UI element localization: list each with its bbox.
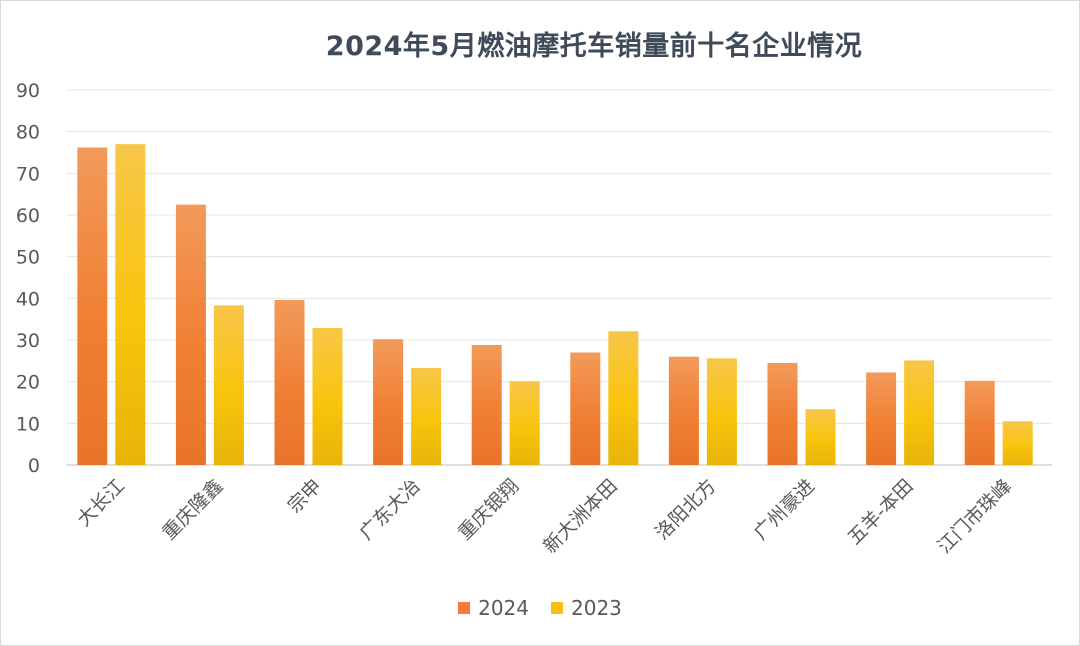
bar-2023-8 bbox=[904, 360, 935, 465]
y-tick-label: 0 bbox=[28, 455, 40, 477]
legend-label-2024: 2024 bbox=[478, 596, 529, 620]
bar-2023-9 bbox=[1002, 421, 1033, 465]
y-tick-label: 20 bbox=[16, 372, 40, 394]
legend-item-2024: 2024 bbox=[458, 596, 529, 620]
bar-2023-5 bbox=[608, 331, 639, 465]
bar-2024-8 bbox=[866, 372, 897, 465]
legend-item-2023: 2023 bbox=[551, 596, 622, 620]
bar-2023-3 bbox=[411, 367, 442, 465]
y-tick-label: 50 bbox=[16, 247, 40, 269]
bar-2024-0 bbox=[77, 147, 108, 465]
bar-2024-6 bbox=[668, 356, 699, 465]
chart-title: 2024年5月燃油摩托车销量前十名企业情况 bbox=[325, 31, 863, 62]
bar-2023-4 bbox=[509, 381, 540, 465]
bar-2023-0 bbox=[115, 144, 146, 465]
x-tick-label: 五羊-本田 bbox=[843, 475, 917, 549]
legend-label-2023: 2023 bbox=[571, 596, 622, 620]
y-tick-label: 90 bbox=[16, 80, 40, 102]
bar-2023-6 bbox=[706, 358, 737, 465]
x-tick-label: 洛阳北方 bbox=[651, 475, 720, 544]
y-tick-label: 30 bbox=[16, 330, 40, 352]
x-tick-label: 宗申 bbox=[284, 475, 326, 517]
bar-2023-1 bbox=[213, 305, 244, 465]
bar-2024-2 bbox=[274, 300, 305, 465]
x-tick-label: 重庆隆鑫 bbox=[158, 475, 227, 544]
legend-swatch-2023 bbox=[551, 602, 563, 614]
bar-2024-7 bbox=[767, 362, 798, 465]
x-tick-label: 江门市珠峰 bbox=[933, 475, 1016, 558]
bar-2024-5 bbox=[570, 352, 601, 465]
x-tick-label: 重庆银翔 bbox=[454, 475, 523, 544]
x-tick-label: 广东大冶 bbox=[355, 475, 424, 544]
x-tick-label: 大长江 bbox=[73, 475, 129, 531]
bar-2024-4 bbox=[471, 345, 502, 465]
y-tick-label: 80 bbox=[16, 122, 40, 144]
y-tick-label: 10 bbox=[16, 413, 40, 435]
x-tick-label: 新大洲本田 bbox=[539, 475, 622, 558]
y-tick-label: 70 bbox=[16, 163, 40, 185]
legend-swatch-2024 bbox=[458, 602, 471, 614]
bar-2024-3 bbox=[373, 339, 404, 465]
bar-2023-7 bbox=[805, 409, 836, 465]
bar-2024-9 bbox=[964, 380, 995, 465]
x-tick-label: 广州豪进 bbox=[750, 475, 819, 544]
y-tick-label: 60 bbox=[16, 205, 40, 227]
bar-2024-1 bbox=[175, 204, 206, 466]
chart-legend: 2024 2023 bbox=[0, 596, 1080, 620]
y-tick-label: 40 bbox=[16, 288, 40, 310]
bar-2023-2 bbox=[312, 327, 343, 465]
